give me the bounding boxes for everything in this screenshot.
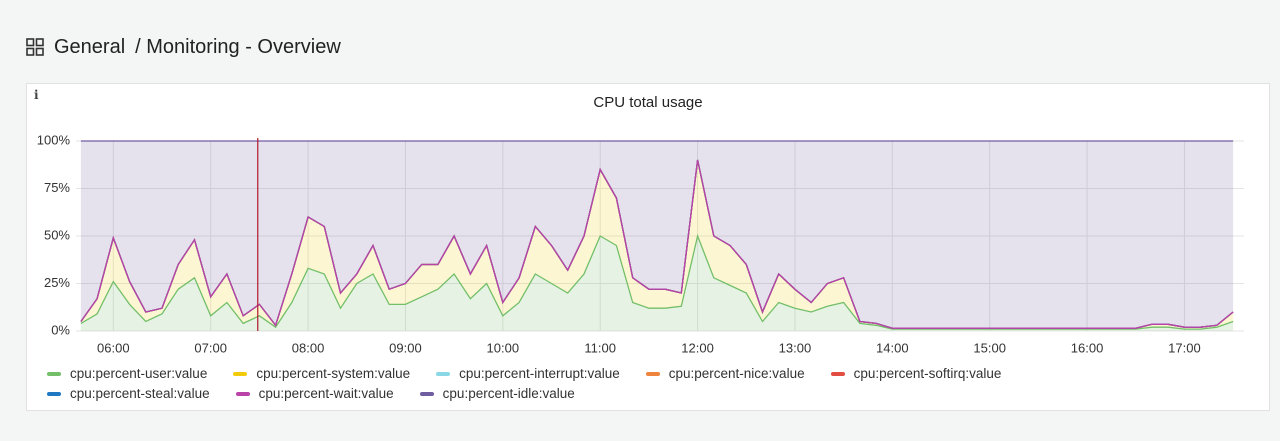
legend-swatch xyxy=(419,391,434,396)
legend: cpu:percent-user:value cpu:percent-system… xyxy=(47,366,1167,401)
series-line xyxy=(80,233,1234,330)
x-tick-label: 15:00 xyxy=(973,340,1006,355)
dashboard-title[interactable]: / Monitoring - Overview xyxy=(135,35,341,58)
legend-label: cpu:percent-system:value xyxy=(256,366,411,381)
series-area xyxy=(80,236,1234,331)
y-tick-label: 0% xyxy=(51,322,70,337)
info-icon[interactable]: i xyxy=(34,88,39,102)
legend-swatch xyxy=(47,371,61,376)
series-area xyxy=(80,160,1234,330)
legend-swatch xyxy=(436,371,451,376)
series-line xyxy=(80,159,1234,329)
x-tick-label: 17:00 xyxy=(1168,340,1201,355)
legend-swatch xyxy=(233,371,248,376)
legend-label: cpu:percent-user:value xyxy=(70,366,208,381)
x-tick-label: 16:00 xyxy=(1071,340,1104,355)
x-tick-label: 10:00 xyxy=(487,340,520,355)
x-tick-label: 07:00 xyxy=(194,340,227,355)
legend-item[interactable]: cpu:percent-softirq:value xyxy=(830,366,1002,381)
panel-title[interactable]: CPU total usage xyxy=(593,94,703,111)
legend-item[interactable]: cpu:percent-interrupt:value xyxy=(436,366,620,381)
y-tick-label: 75% xyxy=(44,180,70,195)
folder-link[interactable]: General xyxy=(54,35,126,58)
panel: 0% 25% 50% 75% 100% 06:00 07:00 08:00 09:00 10:00… xyxy=(26,83,1270,411)
legend-swatch xyxy=(830,371,845,376)
series-area xyxy=(80,141,1234,329)
legend-label: cpu:percent-steal:value xyxy=(70,386,210,401)
legend-label: cpu:percent-idle:value xyxy=(442,386,575,401)
lines xyxy=(80,140,1234,330)
legend-item[interactable]: cpu:percent-wait:value xyxy=(235,386,394,401)
legend-item[interactable]: cpu:percent-system:value xyxy=(233,366,410,381)
legend-label: cpu:percent-wait:value xyxy=(258,386,394,401)
legend-swatch xyxy=(235,391,250,396)
header: General / Monitoring - Overview xyxy=(26,34,341,60)
dashboard-icon[interactable] xyxy=(26,38,44,56)
x-tick-label: 06:00 xyxy=(97,340,130,355)
legend-item[interactable]: cpu:percent-user:value xyxy=(47,366,207,381)
x-tick-label: 12:00 xyxy=(681,340,714,355)
areas xyxy=(80,141,1234,331)
x-tick-label: 09:00 xyxy=(389,340,422,355)
legend-swatch xyxy=(645,371,660,376)
legend-item[interactable]: cpu:percent-nice:value xyxy=(645,366,805,381)
legend-item[interactable]: cpu:percent-steal:value xyxy=(47,386,210,401)
legend-label: cpu:percent-softirq:value xyxy=(853,366,1002,381)
chart: 0% 25% 50% 75% 100% 06:00 07:00 08:00 09:00 10:00… xyxy=(37,132,1244,355)
y-tick-label: 100% xyxy=(37,132,71,147)
y-tick-label: 25% xyxy=(44,275,70,290)
legend-label: cpu:percent-nice:value xyxy=(668,366,805,381)
x-tick-label: 14:00 xyxy=(876,340,909,355)
x-tick-label: 08:00 xyxy=(292,340,325,355)
y-tick-label: 50% xyxy=(44,227,70,242)
legend-swatch xyxy=(47,391,61,396)
x-tick-label: 13:00 xyxy=(779,340,812,355)
legend-label: cpu:percent-interrupt:value xyxy=(459,366,620,381)
x-tick-label: 11:00 xyxy=(584,340,616,355)
legend-item[interactable]: cpu:percent-idle:value xyxy=(419,386,575,401)
